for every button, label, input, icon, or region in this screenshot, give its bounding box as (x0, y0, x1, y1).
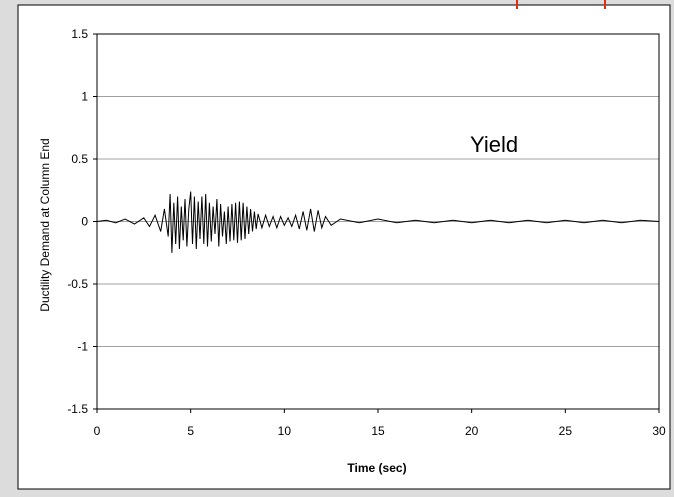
x-axis-label: Time (sec) (347, 461, 406, 475)
x-axis-ticks: 0 5 10 15 20 25 30 (94, 409, 666, 438)
y-tick-label: -1.5 (67, 402, 88, 416)
y-axis-label: Ductility Demand at Column End (38, 138, 52, 311)
x-tick-label: 10 (278, 424, 292, 438)
x-tick-label: 20 (465, 424, 479, 438)
x-tick-label: 5 (187, 424, 194, 438)
annotation-yield: Yield (470, 132, 518, 157)
gridlines (97, 96, 659, 347)
y-tick-label: -0.5 (67, 277, 88, 291)
y-tick-label: 0 (81, 215, 88, 229)
x-tick-label: 15 (371, 424, 385, 438)
y-tick-label: 1.5 (71, 27, 88, 41)
x-tick-label: 0 (94, 424, 101, 438)
y-axis-ticks: -1.5 -1 -0.5 0 0.5 1 1.5 (67, 27, 97, 416)
y-tick-label: -1 (77, 340, 88, 354)
x-tick-label: 30 (652, 424, 666, 438)
chart-area-frame (17, 4, 671, 490)
y-tick-label: 1 (81, 90, 88, 104)
x-tick-label: 25 (559, 424, 573, 438)
accent-marks (516, 0, 606, 9)
y-tick-label: 0.5 (71, 152, 88, 166)
series-line-ductility (96, 191, 660, 253)
